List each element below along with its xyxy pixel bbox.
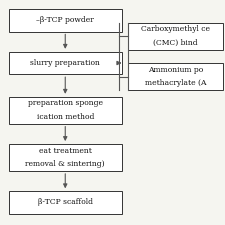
Text: preparation sponge: preparation sponge	[28, 99, 103, 108]
Text: removal & sintering): removal & sintering)	[25, 160, 105, 168]
Text: β-TCP scaffold: β-TCP scaffold	[38, 198, 93, 207]
Text: methacrylate (A: methacrylate (A	[145, 79, 206, 87]
FancyBboxPatch shape	[9, 144, 122, 171]
Text: eat treatment: eat treatment	[39, 147, 92, 155]
FancyBboxPatch shape	[128, 22, 223, 50]
Text: Carboxymethyl ce: Carboxymethyl ce	[141, 25, 210, 33]
Text: slurry preparation: slurry preparation	[30, 59, 100, 67]
FancyBboxPatch shape	[9, 9, 122, 32]
Text: (CMC) bind: (CMC) bind	[153, 39, 198, 47]
Text: –β-TCP powder: –β-TCP powder	[36, 16, 94, 24]
FancyBboxPatch shape	[9, 97, 122, 124]
FancyBboxPatch shape	[9, 52, 122, 74]
Text: ication method: ication method	[36, 113, 94, 121]
FancyBboxPatch shape	[9, 191, 122, 214]
FancyBboxPatch shape	[128, 63, 223, 90]
Text: Ammonium po: Ammonium po	[148, 66, 203, 74]
